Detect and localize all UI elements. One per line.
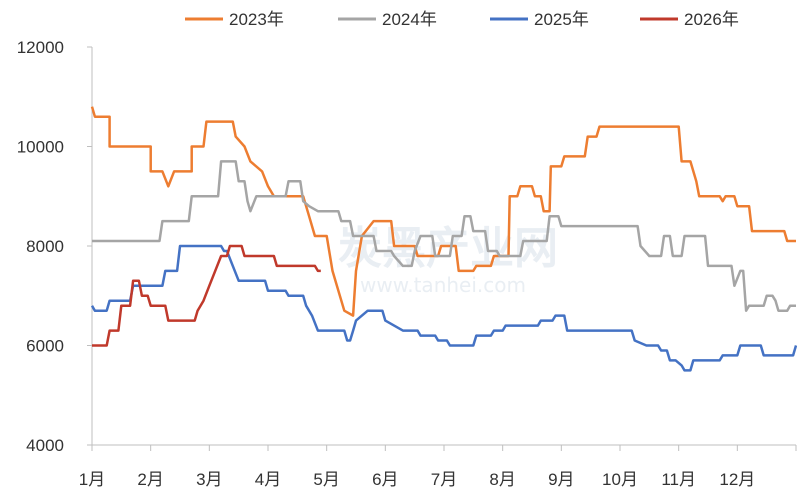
x-tick-label: 1月 <box>79 470 105 489</box>
watermark-text: 炭黑产业网 <box>338 223 558 274</box>
x-tick-label: 6月 <box>372 470 398 489</box>
x-tick-label: 12月 <box>719 470 755 489</box>
x-tick-label: 8月 <box>489 470 515 489</box>
series-line-2 <box>92 160 796 312</box>
watermark-url: www.tanhei.com <box>360 273 526 297</box>
x-tick-label: 10月 <box>602 470 638 489</box>
watermark: 炭黑产业网 www.tanhei.com <box>338 223 558 297</box>
y-tick-label: 12000 <box>17 38 64 57</box>
legend-label: 2024年 <box>382 10 437 29</box>
x-tick-label: 2月 <box>137 470 163 489</box>
legend-label: 2023年 <box>229 10 284 29</box>
x-tick-label: 11月 <box>661 470 696 489</box>
series-line-4 <box>92 244 321 347</box>
series-line-1 <box>90 106 796 317</box>
legend-label: 2025年 <box>534 10 589 29</box>
x-tick-label: 7月 <box>431 470 457 489</box>
x-tick-label: 9月 <box>548 470 574 489</box>
x-tick-label: 3月 <box>196 470 222 489</box>
series-lines <box>90 106 797 372</box>
y-tick-label: 6000 <box>26 337 64 356</box>
y-axis-ticks: 4000 6000 8000 10000 12000 <box>17 38 92 455</box>
x-axis-ticks: 1月 2月 3月 4月 5月 6月 7月 8月 9月 10月 11月 12月 <box>79 445 797 489</box>
legend-label: 2026年 <box>684 10 739 29</box>
series-line-3 <box>90 244 797 372</box>
y-tick-label: 4000 <box>26 436 64 455</box>
x-tick-label: 5月 <box>313 470 339 489</box>
x-tick-label: 4月 <box>255 470 281 489</box>
legend: 2023年 2024年 2025年 2026年 <box>185 10 739 29</box>
y-tick-label: 10000 <box>17 138 64 157</box>
y-tick-label: 8000 <box>26 237 64 256</box>
